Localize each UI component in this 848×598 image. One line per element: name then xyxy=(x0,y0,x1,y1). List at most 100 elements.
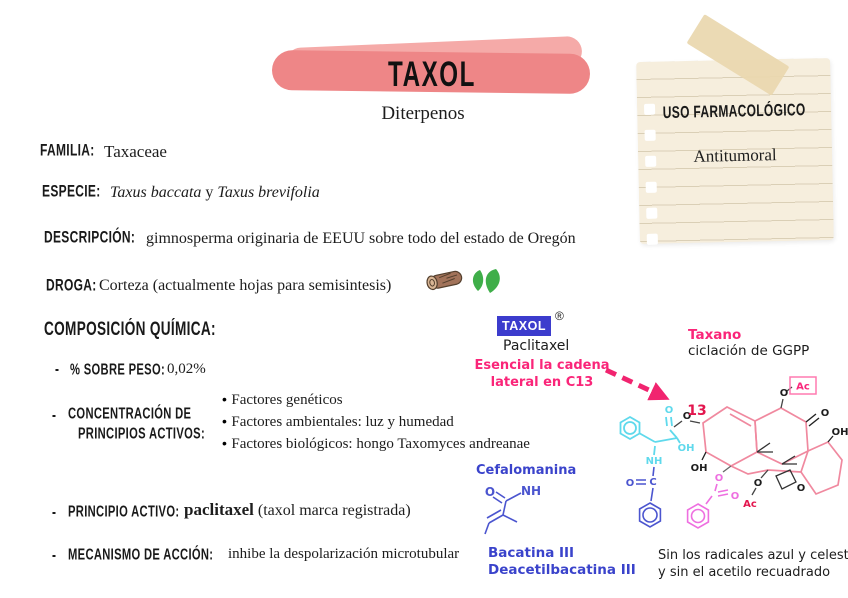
leaves-icon xyxy=(472,269,500,293)
ketone-bonds xyxy=(805,413,820,427)
list-item: • Factores biológicos: hongo Taxomyces a… xyxy=(222,435,530,457)
c13-annotation-line2: lateral en C13 xyxy=(490,375,594,390)
mecanismo-label: MECANISMO DE ACCIÓN: xyxy=(68,545,214,563)
atom-o: O xyxy=(683,411,692,422)
atom-ac: Ac xyxy=(743,499,757,510)
atom-nh-cyan: NH xyxy=(646,456,663,467)
paper-hole xyxy=(646,233,658,245)
dashed-arrow-icon xyxy=(604,367,670,401)
atom-oh-cyan: OH xyxy=(678,443,695,454)
atom-o-magenta: O xyxy=(715,473,724,484)
methyl-ticks xyxy=(756,442,797,465)
c13-annotation: Esencial la cadena lateral en C13 xyxy=(472,357,612,391)
composicion-heading: COMPOSICIÓN QUÍMICA: xyxy=(44,318,216,340)
principio-label: PRINCIPIO ACTIVO: xyxy=(68,502,180,520)
taxol-brand-box: TAXOL xyxy=(497,316,551,336)
deacetilbacatina-label: Deacetilbacatina III xyxy=(488,562,636,578)
atom-o: O xyxy=(821,408,830,419)
descripcion-label: DESCRIPCIÓN: xyxy=(44,228,136,248)
concentracion-label-line2: PRINCIPIOS ACTIVOS: xyxy=(78,424,206,442)
familia-value: Taxaceae xyxy=(104,142,167,161)
taxano-title: Taxano xyxy=(688,327,742,343)
atom-o-magenta: O xyxy=(731,491,740,502)
footnote-line1: Sin los radicales azul y celeste xyxy=(658,548,848,563)
oh-bond xyxy=(827,435,834,443)
bullet-icon: • xyxy=(222,435,227,451)
descripcion-value: gimnosperma originaria de EEUU sobre tod… xyxy=(146,230,576,247)
factor-text: Factores biológicos: hongo Taxomyces and… xyxy=(231,436,530,452)
atom-o: O xyxy=(797,483,806,494)
registered-mark: ® xyxy=(555,309,564,323)
pharma-use-note: USO FARMACOLÓGICO Antitumoral xyxy=(636,14,834,245)
taxon-name: Taxus baccata xyxy=(110,184,202,201)
peso-value: 0,02% xyxy=(167,361,206,377)
taxol-brand-label: TAXOL xyxy=(502,319,546,333)
note-heading: USO FARMACOLÓGICO xyxy=(662,100,806,123)
note-body: Antitumoral xyxy=(693,145,777,166)
benzoate-magenta xyxy=(686,483,729,529)
title-banner: TAXOL xyxy=(271,35,592,100)
atom-o: O xyxy=(780,388,789,399)
concentracion-label-line1: CONCENTRACIÓN DE xyxy=(68,404,192,422)
cefalomanina-structure: O NH xyxy=(484,484,541,535)
atom-ac-boxed: Ac xyxy=(796,382,810,393)
taxon-name: Taxus brevifolia xyxy=(217,184,320,201)
factor-text: Factores ambientales: luz y humedad xyxy=(231,414,454,430)
especie-label: ESPECIE: xyxy=(42,182,101,202)
list-dash: - xyxy=(52,503,57,523)
oh-bond xyxy=(701,451,707,461)
paper-hole xyxy=(645,181,657,193)
factor-text: Factores genéticos xyxy=(231,392,343,408)
bullet-icon: • xyxy=(222,413,227,429)
list-dash: - xyxy=(52,546,57,566)
atom-oh: OH xyxy=(832,427,848,438)
wood-log-icon xyxy=(426,270,463,291)
side-chain-cyan xyxy=(619,415,681,456)
oac-bottom-bonds xyxy=(751,469,769,496)
list-dash: - xyxy=(55,360,60,380)
familia-label: FAMILIA: xyxy=(40,141,95,161)
page-subtitle: Diterpenos xyxy=(381,103,465,124)
generic-name: Paclitaxel xyxy=(503,338,570,354)
atom-o: O xyxy=(754,478,763,489)
benzoate-link xyxy=(722,465,732,473)
atom-c-blue: C xyxy=(649,477,656,488)
taxane-core xyxy=(702,406,843,496)
acetyl-box xyxy=(789,376,817,395)
bacatina-label: Bacatina III xyxy=(488,545,575,561)
list-item: • Factores ambientales: luz y humedad xyxy=(222,413,530,435)
droga-label: DROGA: xyxy=(46,276,97,296)
droga-value: Corteza (actualmente hojas para semisint… xyxy=(99,277,392,294)
tape-icon xyxy=(686,14,790,96)
principio-value-bold: paclitaxel xyxy=(184,500,254,519)
c13-annotation-line1: Esencial la cadena xyxy=(474,358,610,373)
structure-footnote: Sin los radicales azul y celeste y sin e… xyxy=(658,547,848,581)
factors-list: • Factores genéticos • Factores ambienta… xyxy=(222,391,530,457)
c13-number: 13 xyxy=(687,403,706,419)
atom-o-blue: O xyxy=(626,478,635,489)
list-item: • Factores genéticos xyxy=(222,391,530,413)
atom-oh: OH xyxy=(691,463,708,474)
atom-o-cyan: O xyxy=(665,405,674,416)
principio-value: paclitaxel (taxol marca registrada) xyxy=(184,500,411,520)
principio-value-rest: (taxol marca registrada) xyxy=(253,502,411,519)
especie-value: Taxus baccata y Taxus brevifolia xyxy=(110,184,320,202)
footnote-line2: y sin el acetilo recuadrado xyxy=(658,565,831,580)
list-dash: - xyxy=(52,406,57,426)
paper-hole xyxy=(646,207,658,219)
cefalomanina-label: Cefalomanina xyxy=(476,463,577,478)
bullet-icon: • xyxy=(222,391,227,407)
ester-link xyxy=(673,420,701,428)
atom-nh-blue: NH xyxy=(521,484,541,498)
paclitaxel-structure: O OH NH O 13 C O O Ac xyxy=(604,367,848,529)
atom-o-blue: O xyxy=(485,485,495,499)
peso-label: % SOBRE PESO: xyxy=(70,360,166,378)
paper-hole xyxy=(643,103,656,115)
mecanismo-value: inhibe la despolarización microtubular xyxy=(228,546,460,562)
page-title: TAXOL xyxy=(388,54,476,95)
taxano-subtitle: ciclación de GGPP xyxy=(688,343,810,359)
paper-hole xyxy=(644,129,656,141)
oxetane-ring xyxy=(775,469,797,490)
conjunction: y xyxy=(201,184,218,201)
